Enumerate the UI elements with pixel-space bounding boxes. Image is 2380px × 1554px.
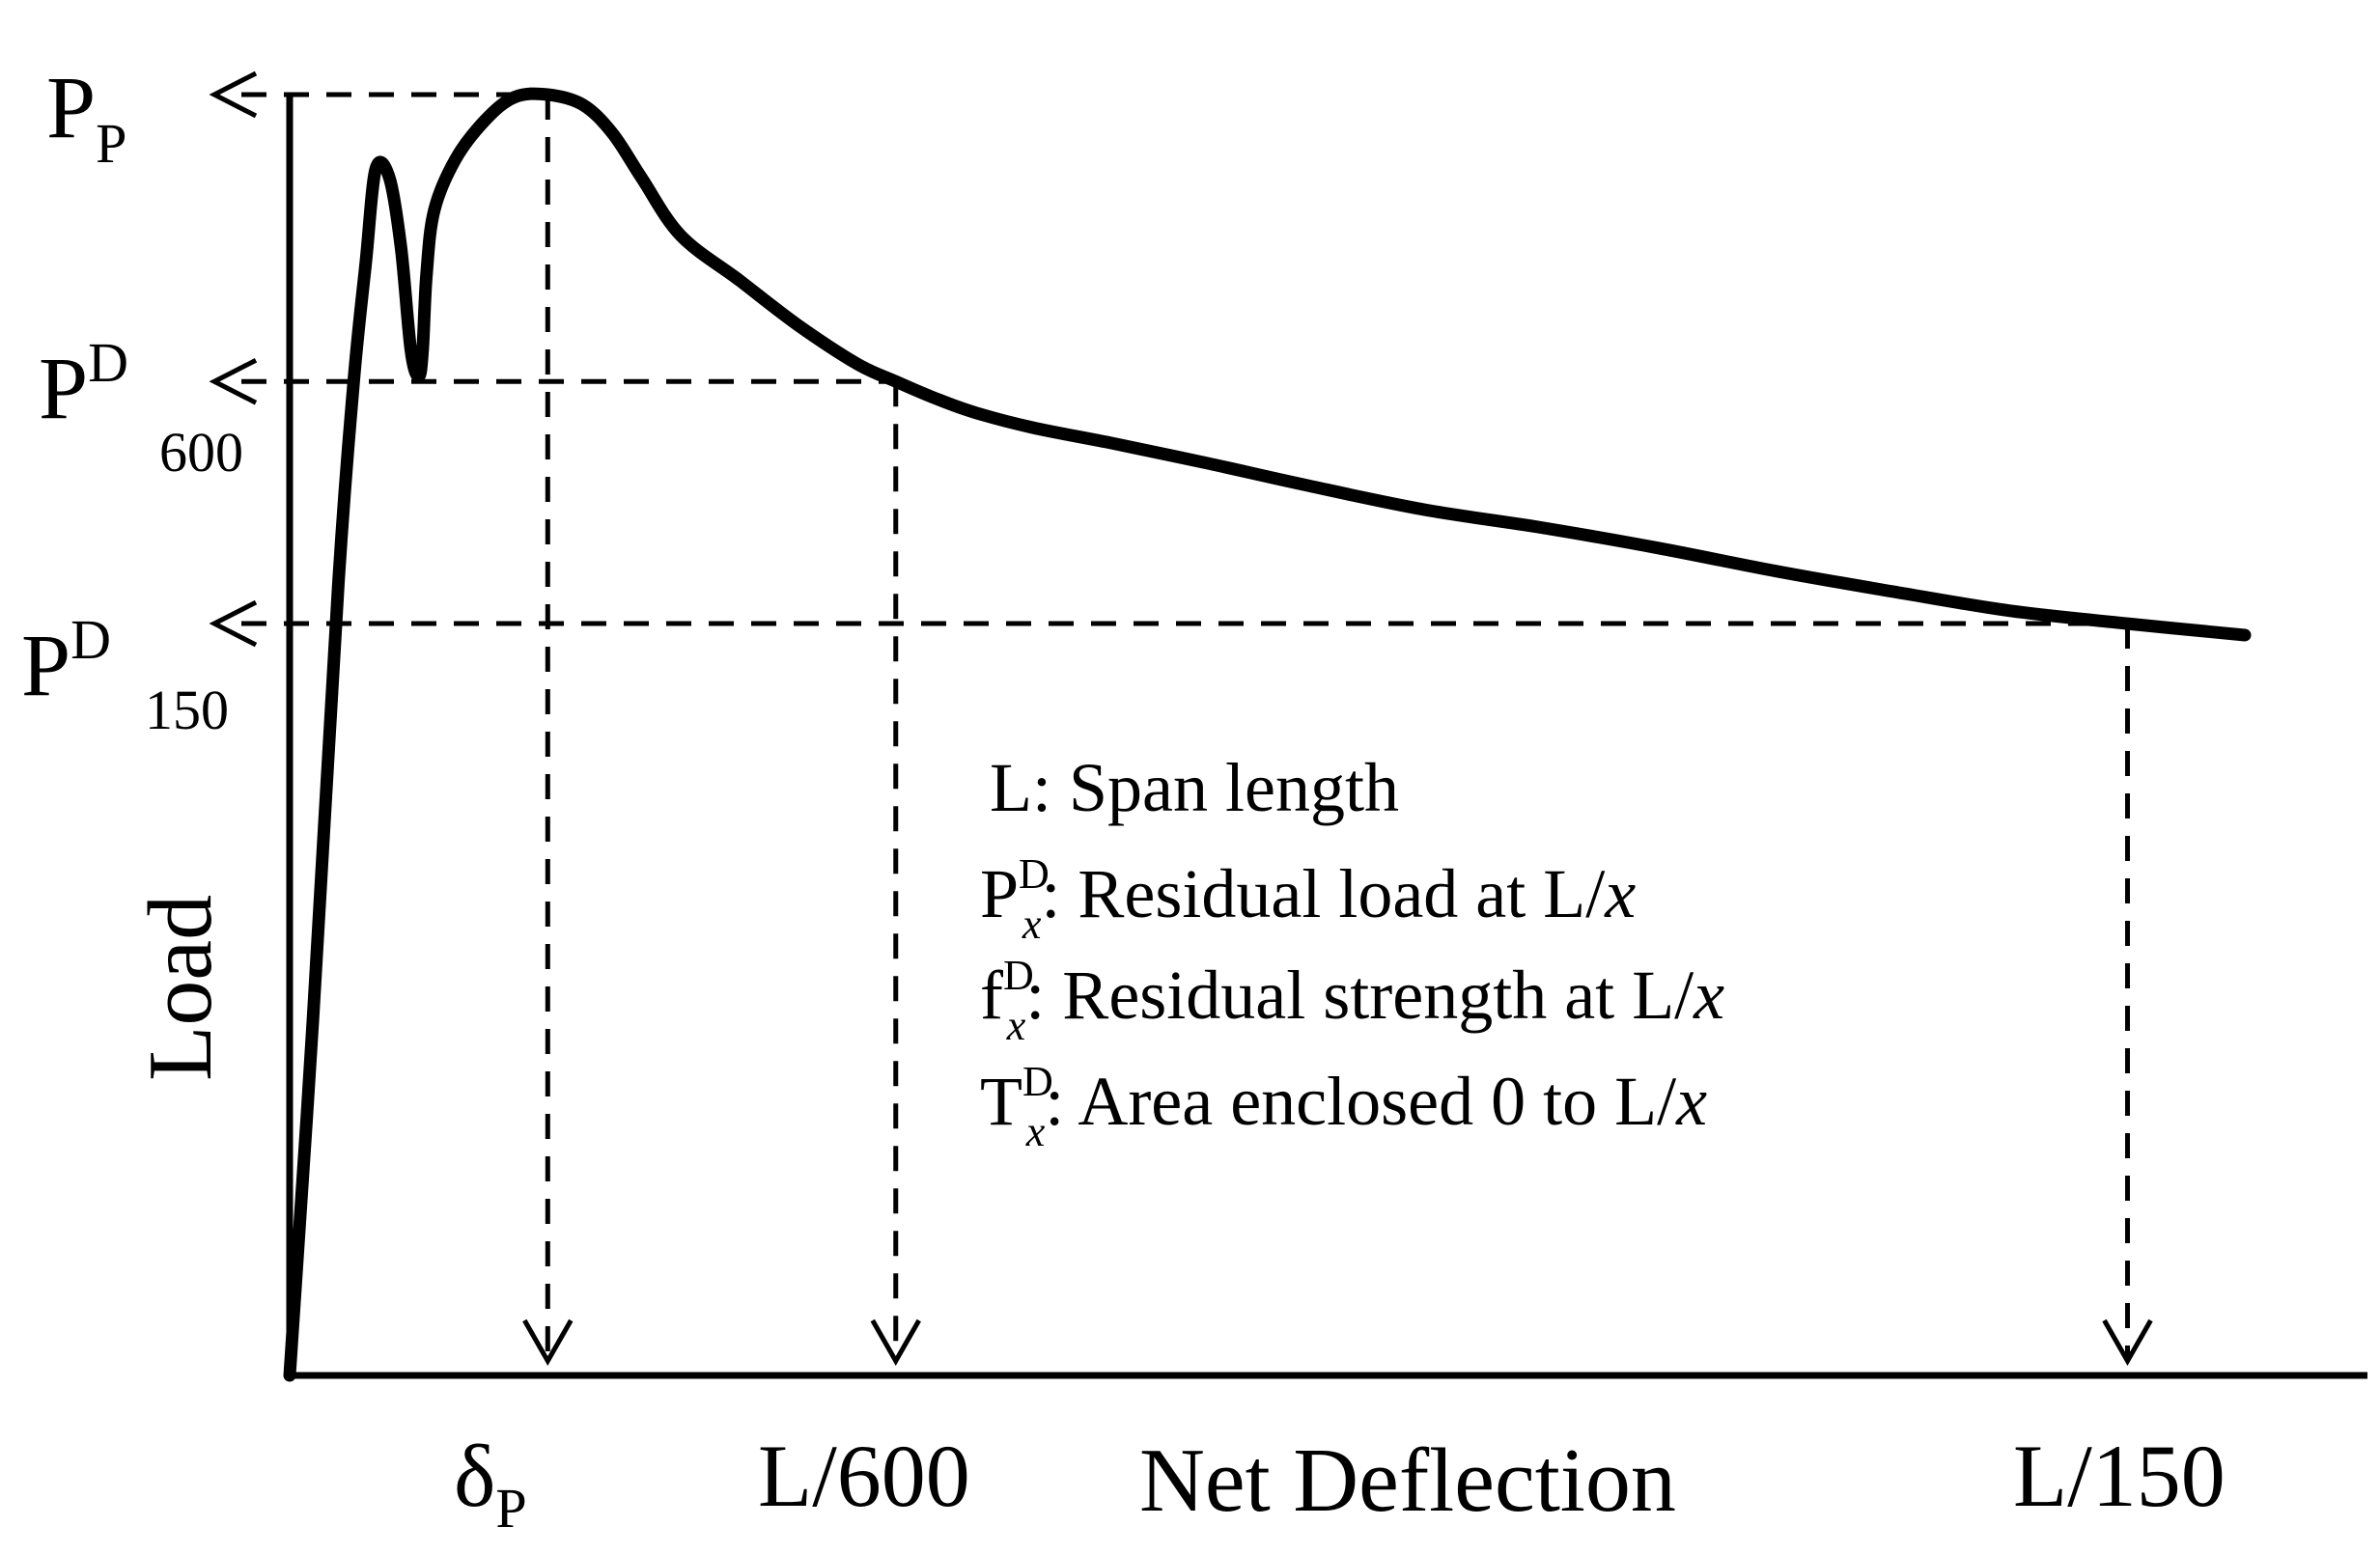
svg-text:600: 600 xyxy=(159,421,243,484)
x-label-l150: L/150 xyxy=(2013,1427,2226,1525)
ref-arrow-left-peak xyxy=(209,70,258,119)
load-deflection-curve xyxy=(283,87,2252,1382)
svg-text:150: 150 xyxy=(145,679,229,741)
svg-text:PD: PD xyxy=(39,331,128,437)
legend-item-residual-load: PD x: Residual load at L/x xyxy=(980,850,1636,948)
y-label-l150: PD 150 xyxy=(21,608,229,741)
legend: L: Span length PD x: Residual load at L/x… xyxy=(980,749,1724,1155)
ref-arrow-down-l150 xyxy=(2102,1318,2153,1367)
y-label-peak: PP xyxy=(46,58,126,175)
y-axis-title: Load xyxy=(130,895,231,1081)
x-label-peak: δP xyxy=(454,1427,527,1540)
ref-arrow-left-l600 xyxy=(209,358,258,405)
y-label-l600: PD 600 xyxy=(39,331,243,484)
svg-text:PP: PP xyxy=(46,58,126,175)
svg-text:PD: PD xyxy=(21,608,111,714)
reference-lines xyxy=(209,70,2153,1367)
legend-item-residual-strength: fD x: Residual strength at L/x xyxy=(980,952,1724,1049)
ref-arrow-down-peak xyxy=(522,1318,574,1367)
x-label-l600: L/600 xyxy=(758,1427,970,1525)
x-axis-title: Net Deflection xyxy=(1139,1430,1676,1531)
legend-item-area-enclosed: TD x: Area enclosed 0 to L/x xyxy=(980,1058,1707,1155)
legend-item-span: L: Span length xyxy=(990,749,1399,826)
ref-arrow-down-l600 xyxy=(870,1318,921,1367)
svg-text:δP: δP xyxy=(454,1427,527,1540)
ref-arrow-left-l150 xyxy=(209,599,258,648)
